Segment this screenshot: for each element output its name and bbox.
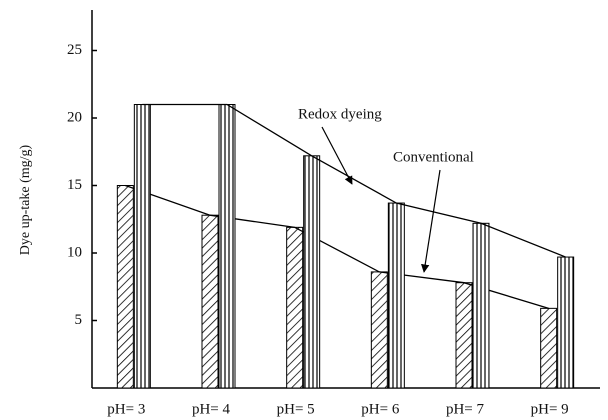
bar xyxy=(201,214,219,389)
y-tick-label: 10 xyxy=(67,244,82,260)
y-tick-label: 25 xyxy=(67,42,82,58)
bar xyxy=(472,222,490,389)
annotation-arrow xyxy=(321,126,353,185)
series-line xyxy=(142,103,566,258)
y-tick-label: 20 xyxy=(67,109,82,125)
bar xyxy=(218,104,236,389)
bar xyxy=(286,226,304,389)
y-axis-label: Dye up-take (mg/g) xyxy=(18,144,33,255)
bar xyxy=(133,104,151,389)
y-tick-label: 15 xyxy=(67,177,82,193)
annotation: Conventional xyxy=(393,149,474,165)
annotation: Redox dyeing xyxy=(298,106,382,122)
annotation-arrow xyxy=(421,169,441,273)
x-tick-label: pH= 7 xyxy=(446,401,485,417)
bar xyxy=(370,271,388,389)
bar xyxy=(557,256,575,389)
x-tick-label: pH= 4 xyxy=(192,401,231,417)
x-tick-label: pH= 5 xyxy=(277,401,315,417)
bar xyxy=(540,307,558,389)
x-tick-label: pH= 6 xyxy=(361,401,400,417)
bar xyxy=(116,185,134,389)
bar xyxy=(387,202,405,389)
bar xyxy=(303,155,321,389)
bar xyxy=(455,282,473,389)
x-tick-label: pH= 3 xyxy=(107,401,145,417)
x-tick-label: pH= 9 xyxy=(531,401,569,417)
y-tick-label: 5 xyxy=(75,312,83,328)
